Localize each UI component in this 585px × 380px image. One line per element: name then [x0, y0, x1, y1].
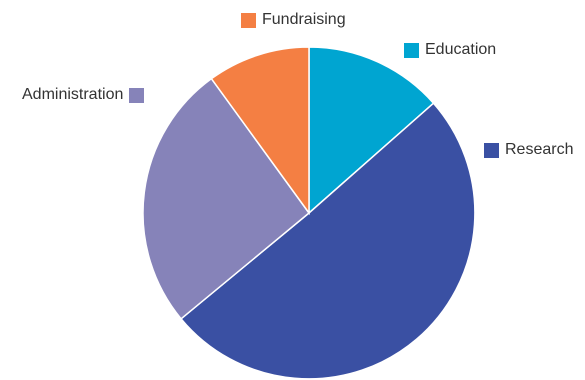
pie-slice-education [308, 46, 435, 215]
pie-slice-research [180, 102, 476, 380]
pie-slice-fundraising [210, 46, 310, 216]
legend-swatch-fundraising [241, 12, 256, 28]
legend-label-fundraising: Fundraising [262, 11, 346, 28]
legend-swatch-administration [129, 87, 145, 103]
legend-swatch-education [404, 42, 419, 58]
legend-swatch-research [484, 142, 499, 158]
legend-label-education: Education [425, 41, 497, 58]
legend-item-research: Research [484, 141, 573, 159]
legend-label-research: Research [505, 141, 574, 158]
legend-item-fundraising: Fundraising [241, 11, 346, 29]
legend-item-administration: Administration [22, 86, 145, 104]
pie-slice-administration [142, 77, 311, 320]
legend-item-education: Education [404, 41, 496, 59]
legend-label-administration: Administration [22, 86, 124, 103]
